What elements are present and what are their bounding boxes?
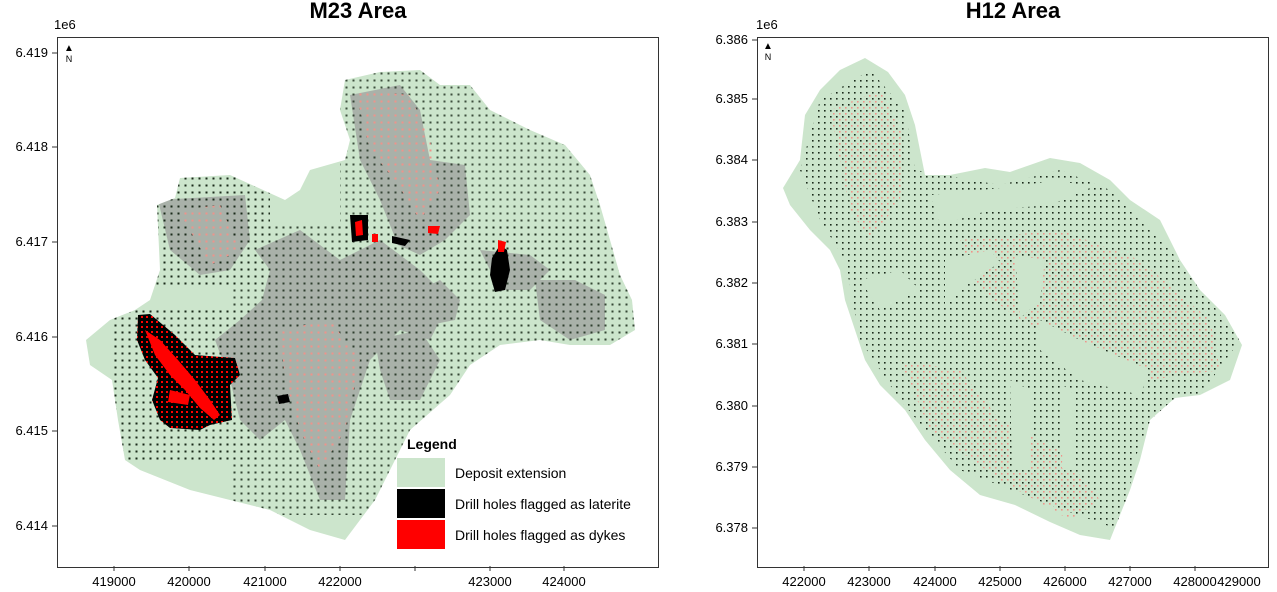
h12-x-tick: 422000: [782, 574, 826, 589]
m23-x-tick: 419000: [92, 574, 136, 589]
north-arrow-icon: ▲: [763, 41, 773, 52]
h12-drill-grid: [800, 70, 1240, 530]
m23-laterite-dyke-clusters: [137, 215, 510, 430]
h12-y-tick: 6.381: [715, 336, 748, 351]
m23-y-tick: 6.418: [15, 139, 48, 154]
h12-axis-ticks: [752, 39, 1196, 571]
m23-panel-title: M23 Area: [309, 0, 407, 23]
h12-x-tick: 427000: [1108, 574, 1152, 589]
m23-x-tick: 421000: [243, 574, 287, 589]
m23-x-tick: 423000: [468, 574, 512, 589]
h12-north-label: N: [764, 52, 772, 62]
m23-x-tick: 422000: [318, 574, 362, 589]
m23-north-label: N: [65, 54, 73, 64]
h12-y-tick: 6.380: [715, 398, 748, 413]
legend-swatch-deposit: [397, 458, 445, 487]
h12-x-tick: 429000: [1217, 574, 1261, 589]
m23-x-tick: 424000: [542, 574, 586, 589]
h12-x-tick: 428000: [1173, 574, 1217, 589]
h12-x-tick: 423000: [847, 574, 891, 589]
m23-y-tick: 6.415: [15, 423, 48, 438]
legend-label: Drill holes flagged as laterite: [455, 495, 631, 512]
h12-axis-scale-label: 1e6: [756, 17, 778, 32]
legend-label: Deposit extension: [455, 464, 567, 481]
h12-y-tick: 6.384: [715, 152, 748, 167]
h12-y-tick: 6.386: [715, 32, 748, 47]
legend-label: Drill holes flagged as dykes: [455, 526, 626, 543]
legend-swatch-dykes: [397, 520, 445, 549]
m23-y-tick: 6.416: [15, 329, 48, 344]
m23-x-tick: 420000: [167, 574, 211, 589]
m23-y-tick: 6.417: [15, 234, 48, 249]
h12-x-tick: 426000: [1043, 574, 1087, 589]
north-arrow-icon: ▲: [64, 43, 74, 54]
m23-axis-ticks: [52, 52, 565, 571]
legend-swatch-laterite: [397, 489, 445, 518]
m23-y-tick: 6.414: [15, 518, 48, 533]
map-legend: Legend Deposit extension Drill holes fla…: [397, 436, 657, 550]
h12-y-tick: 6.383: [715, 214, 748, 229]
h12-north-arrow: ▲ N: [762, 41, 774, 63]
h12-y-tick: 6.378: [715, 520, 748, 535]
h12-y-tick: 6.382: [715, 275, 748, 290]
legend-item-laterite: Drill holes flagged as laterite: [397, 488, 657, 519]
legend-item-deposit: Deposit extension: [397, 457, 657, 488]
legend-item-dykes: Drill holes flagged as dykes: [397, 519, 657, 550]
m23-north-arrow: ▲ N: [63, 43, 75, 65]
m23-axis-scale-label: 1e6: [54, 17, 76, 32]
h12-x-tick: 425000: [978, 574, 1022, 589]
m23-y-tick: 6.419: [15, 45, 48, 60]
h12-x-tick: 424000: [913, 574, 957, 589]
h12-y-tick: 6.379: [715, 459, 748, 474]
h12-y-tick: 6.385: [715, 91, 748, 106]
h12-panel-title: H12 Area: [965, 0, 1061, 23]
legend-title: Legend: [407, 436, 457, 452]
